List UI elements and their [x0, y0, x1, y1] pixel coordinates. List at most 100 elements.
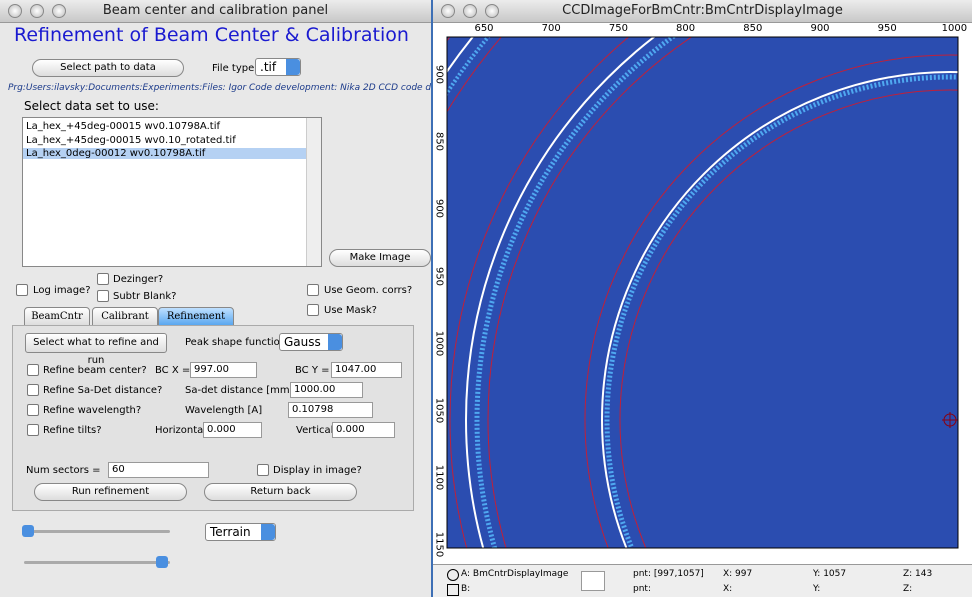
vert-label: Vertical: [296, 425, 334, 436]
checkbox[interactable]: [307, 304, 319, 316]
beam-center-marker: [942, 412, 958, 428]
checkbox[interactable]: [257, 464, 269, 476]
sdd-field[interactable]: 1000.00: [290, 382, 363, 398]
minimize-button[interactable]: [30, 4, 44, 18]
slider[interactable]: [24, 530, 170, 533]
trace-a-icon: [447, 569, 459, 581]
x-tick-label: 750: [608, 23, 628, 34]
refine-bc-label: Refine beam center?: [43, 365, 147, 376]
image-plot: [446, 36, 959, 549]
refine-wl-label: Refine wavelength?: [43, 405, 142, 416]
run-button[interactable]: Run refinement: [34, 483, 187, 501]
checkbox[interactable]: [307, 284, 319, 296]
select-path-button[interactable]: Select path to data: [32, 59, 184, 77]
dataset-item[interactable]: La_hex_+45deg-00015 wv0.10798A.tif: [26, 121, 220, 132]
bcy-label: BC Y =: [295, 365, 330, 376]
select-refine-button[interactable]: Select what to refine and run: [25, 333, 167, 366]
x-tick-label: 950: [877, 23, 897, 34]
sdd-label: Sa-det distance [mm]: [185, 385, 294, 396]
vert-field[interactable]: 0.000: [332, 422, 395, 438]
horiz-field[interactable]: 0.000: [203, 422, 262, 438]
title-bar: Beam center and calibration panel: [0, 0, 431, 23]
pnt-b: pnt:: [633, 584, 651, 594]
sectors-field[interactable]: 60: [108, 462, 209, 478]
file-type-label: File type:: [212, 63, 258, 74]
calibrant-ring: [465, 37, 656, 548]
tab[interactable]: Calibrant: [92, 307, 158, 326]
log-image-label: Log image?: [33, 285, 91, 296]
y-tick-label: 1150: [433, 532, 445, 558]
window-title: Beam center and calibration panel: [102, 3, 329, 18]
tab[interactable]: BeamCntr: [24, 307, 90, 326]
slider-thumb[interactable]: [22, 525, 34, 537]
scrollbar[interactable]: [306, 118, 321, 266]
heading: Refinement of Beam Center & Calibration: [14, 24, 409, 46]
wl-field[interactable]: 0.10798: [288, 402, 373, 418]
make-image-button[interactable]: Make Image: [329, 249, 431, 267]
dataset-item[interactable]: La_hex_0deg-00012 wv0.10798A.tif: [23, 148, 306, 159]
y-tick-label: 1000: [433, 330, 445, 357]
zoom-button[interactable]: [485, 4, 499, 18]
path-text: Prg:Users:ilavsky:Documents:Experiments:…: [8, 83, 431, 93]
z-b: Z:: [903, 584, 913, 594]
file-type-popup[interactable]: .tif: [255, 58, 301, 76]
checkbox[interactable]: [27, 424, 39, 436]
peak-label: Peak shape function:: [185, 337, 290, 348]
sectors-label: Num sectors =: [26, 465, 101, 476]
y-tick-label: 1050: [433, 397, 445, 424]
y-b: Y:: [813, 584, 821, 594]
checkbox[interactable]: [27, 364, 39, 376]
x-a: X: 997: [723, 569, 753, 579]
x-tick-label: 900: [810, 23, 830, 34]
dataset-label: Select data set to use:: [24, 99, 159, 113]
diffraction-ring: [604, 74, 958, 548]
left-window: Beam center and calibration panel Refine…: [0, 0, 431, 597]
plot-frame: [446, 36, 959, 549]
tab-panel: [12, 325, 414, 511]
checkbox[interactable]: [27, 404, 39, 416]
x-tick-label: 1000: [941, 23, 968, 34]
checkbox[interactable]: [97, 290, 109, 302]
checkbox[interactable]: [16, 284, 28, 296]
y-tick-label: 1100: [433, 464, 445, 491]
close-button[interactable]: [8, 4, 22, 18]
slider-thumb[interactable]: [156, 556, 168, 568]
info-button[interactable]: [581, 571, 605, 591]
x-tick-label: 700: [541, 23, 561, 34]
wl-label: Wavelength [A]: [185, 405, 263, 416]
z-a: Z: 143: [903, 569, 933, 579]
title-bar: CCDImageForBmCntr:BmCntrDisplayImage: [433, 0, 972, 23]
zoom-button[interactable]: [52, 4, 66, 18]
slider[interactable]: [24, 561, 170, 564]
dataset-item[interactable]: La_hex_+45deg-00015 wv0.10_rotated.tif: [26, 135, 236, 146]
close-button[interactable]: [441, 4, 455, 18]
trace-a-label: A: BmCntrDisplayImage: [461, 569, 569, 579]
ccd-image: [447, 37, 958, 548]
checkbox[interactable]: [97, 273, 109, 285]
y-tick-label: 900: [433, 64, 445, 85]
trace-b-label: B:: [461, 584, 471, 594]
bcy-field[interactable]: 1047.00: [331, 362, 402, 378]
checkbox[interactable]: [27, 384, 39, 396]
dataset-list: La_hex_+45deg-00015 wv0.10798A.tif La_he…: [22, 117, 322, 267]
peak-popup[interactable]: Gauss: [279, 333, 343, 351]
x-b: X:: [723, 584, 733, 594]
limit-ring: [619, 89, 958, 548]
use-geom-label: Use Geom. corrs?: [324, 285, 413, 296]
bcx-field[interactable]: 997.00: [190, 362, 257, 378]
y-a: Y: 1057: [813, 569, 847, 579]
x-tick-label: 850: [743, 23, 763, 34]
y-tick-label: 850: [433, 132, 445, 152]
window-title: CCDImageForBmCntr:BmCntrDisplayImage: [562, 3, 843, 18]
use-mask-label: Use Mask?: [324, 305, 377, 316]
color-table-popup[interactable]: Terrain: [205, 523, 276, 541]
minimize-button[interactable]: [463, 4, 477, 18]
pnt-a: pnt: [997,1057]: [633, 569, 704, 579]
return-button[interactable]: Return back: [204, 483, 357, 501]
diffraction-ring: [474, 37, 677, 548]
subtr-blank-label: Subtr Blank?: [113, 291, 177, 302]
tab-active[interactable]: Refinement: [158, 307, 234, 326]
refine-sdd-label: Refine Sa-Det distance?: [43, 385, 163, 396]
trace-b-icon: [447, 584, 459, 596]
